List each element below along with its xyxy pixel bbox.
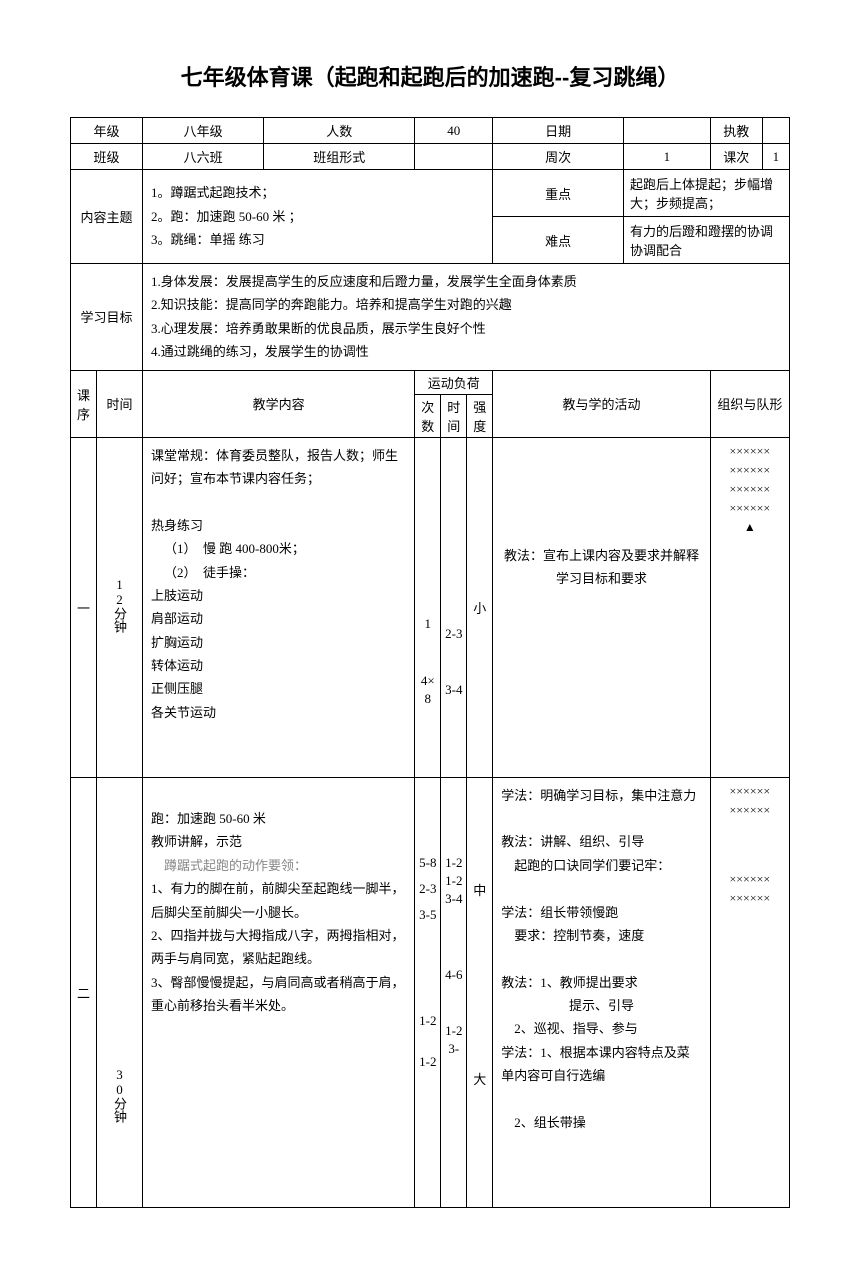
th-activity: 教与学的活动 (493, 370, 710, 437)
section1-activity: 教法：宣布上课内容及要求并解释学习目标和要求 (493, 437, 710, 777)
th-duration: 时间 (441, 394, 467, 437)
keypoint-label: 重点 (493, 170, 624, 217)
th-reps: 次数 (415, 394, 441, 437)
section1-formation: ×××××× ×××××× ×××××× ×××××× ▲ (710, 437, 789, 777)
difficulty-label: 难点 (493, 217, 624, 264)
lesson-plan-table: 年级 八年级 人数 40 日期 执教 班级 八六班 班组形式 周次 1 课次 1… (70, 117, 790, 1208)
group-form-label: 班组形式 (264, 144, 415, 170)
section2-intensity: 中 大 (467, 777, 493, 1207)
th-content: 教学内容 (143, 370, 415, 437)
content-theme-label: 内容主题 (71, 170, 143, 264)
class-label: 班级 (71, 144, 143, 170)
section2-formation: ×××××× ×××××× ×××××× ×××××× (710, 777, 789, 1207)
th-time: 时间 (97, 370, 143, 437)
section2-seq: 二 (71, 777, 97, 1207)
content-theme-text: 1。蹲踞式起跑技术； 2。跑：加速跑 50-60 米 ； 3。跳绳：单摇 练习 (143, 170, 493, 264)
section1-seq: 一 (71, 437, 97, 777)
section1-content: 课堂常规：体育委员整队，报告人数；师生问好；宣布本节课内容任务； 热身练习 （1… (143, 437, 415, 777)
th-intensity: 强度 (467, 394, 493, 437)
count-label: 人数 (264, 118, 415, 144)
date-label: 日期 (493, 118, 624, 144)
section2-time: 30分钟 (97, 777, 143, 1207)
teacher-value (762, 118, 789, 144)
date-value (624, 118, 711, 144)
week-value: 1 (624, 144, 711, 170)
section1-reps: 1 4×8 (415, 437, 441, 777)
page-title: 七年级体育课（起跑和起跑后的加速跑--复习跳绳） (70, 60, 790, 92)
lesson-value: 1 (762, 144, 789, 170)
section1-duration: 2-3 3-4 (441, 437, 467, 777)
group-form-value (415, 144, 493, 170)
goals-label: 学习目标 (71, 264, 143, 371)
difficulty-text: 有力的后蹬和蹬摆的协调协调配合 (624, 217, 790, 264)
grade-label: 年级 (71, 118, 143, 144)
th-seq: 课序 (71, 370, 97, 437)
section1-intensity: 小 (467, 437, 493, 777)
section2-activity: 学法：明确学习目标，集中注意力 教法：讲解、组织、引导 起跑的口诀同学们要记牢：… (493, 777, 710, 1207)
section2-content: 跑：加速跑 50-60 米 教师讲解，示范 蹲踞式起跑的动作要领： 1、有力的脚… (143, 777, 415, 1207)
th-formation: 组织与队形 (710, 370, 789, 437)
lesson-label: 课次 (710, 144, 762, 170)
section2-duration: 1-2 1-2 3-4 4-6 1-2 3- (441, 777, 467, 1207)
keypoint-text: 起跑后上体提起；步幅增大；步频提高； (624, 170, 790, 217)
section2-reps: 5-8 2-3 3-5 1-2 1-2 (415, 777, 441, 1207)
teacher-label: 执教 (710, 118, 762, 144)
goals-text: 1.身体发展：发展提高学生的反应速度和后蹬力量，发展学生全面身体素质 2.知识技… (143, 264, 790, 371)
class-value: 八六班 (143, 144, 264, 170)
section1-time: 12分钟 (97, 437, 143, 777)
grade-value: 八年级 (143, 118, 264, 144)
th-load: 运动负荷 (415, 370, 493, 394)
count-value: 40 (415, 118, 493, 144)
week-label: 周次 (493, 144, 624, 170)
